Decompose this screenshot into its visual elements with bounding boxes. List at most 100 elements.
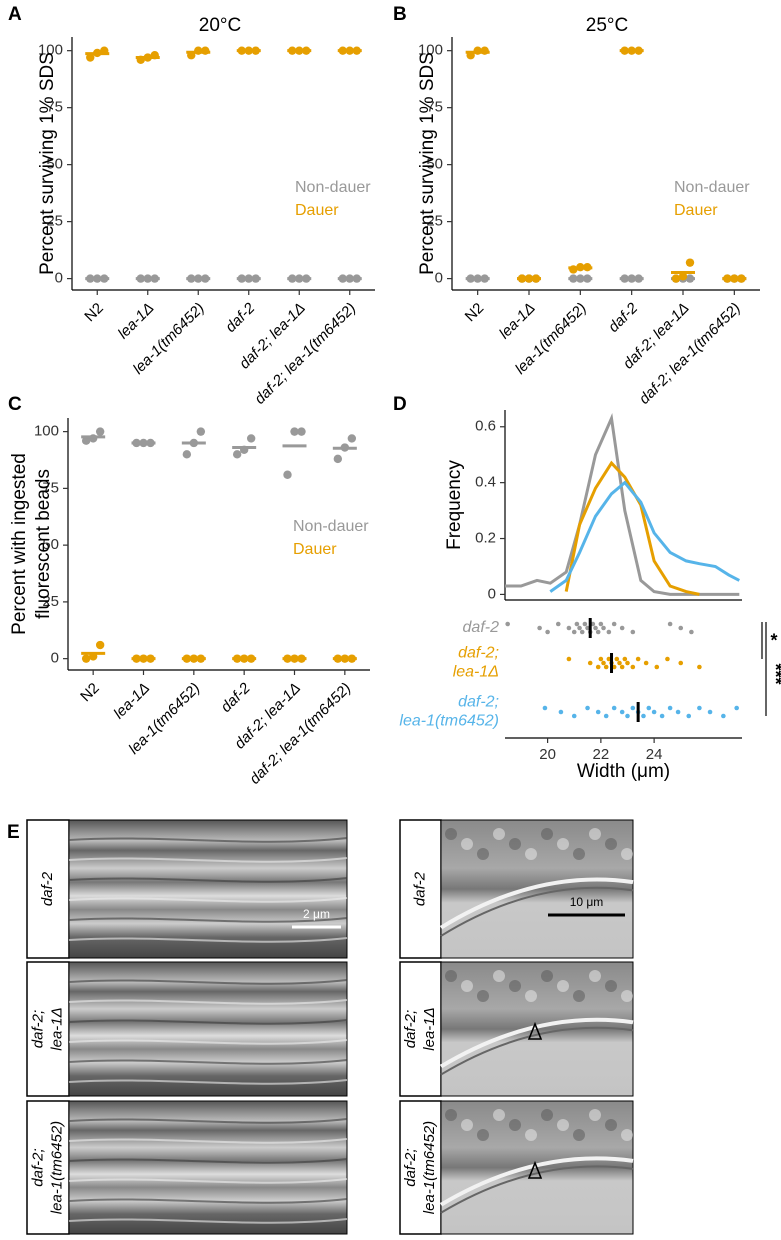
ridge [68, 1019, 348, 1025]
ridge [68, 979, 348, 985]
data-point [619, 709, 625, 715]
data-point [582, 621, 588, 627]
ridge [68, 877, 348, 883]
y-tick-label: 50 [426, 156, 443, 173]
texture [605, 980, 617, 992]
micrograph [68, 819, 348, 959]
data-point [571, 713, 577, 719]
data-point [625, 660, 630, 666]
x-tick-label: lea-1Δ [115, 300, 158, 343]
data-point [643, 660, 649, 666]
x-tick-label: N2 [462, 300, 488, 326]
texture [461, 838, 473, 850]
panel-title: 25°C [586, 15, 628, 36]
texture [541, 828, 553, 840]
data-point [697, 664, 702, 670]
data-point [95, 427, 105, 436]
data-point [622, 656, 628, 662]
label-box [26, 819, 70, 959]
y-axis-title: Percent surviving 1% SDS [417, 52, 438, 275]
row-label: lea-1(tm6452) [421, 1121, 438, 1214]
y-tick-label: 0 [51, 650, 59, 667]
density-curve [549, 480, 740, 593]
legend-label: Dauer [295, 202, 339, 219]
x-tick-label: 22 [593, 746, 610, 763]
texture [573, 1129, 585, 1141]
texture [525, 1129, 537, 1141]
data-point [675, 709, 681, 715]
data-point [619, 664, 625, 670]
density-curve [505, 413, 740, 596]
data-point [665, 656, 670, 662]
x-tick-label: lea-1Δ [110, 680, 153, 723]
x-tick-label: daf-2 [218, 679, 255, 716]
data-point [585, 705, 590, 711]
texture [493, 828, 505, 840]
texture [461, 980, 473, 992]
row-label: daf-2; [29, 1010, 46, 1048]
legend-label: Dauer [674, 202, 718, 219]
data-point [614, 656, 620, 662]
data-point [590, 621, 596, 627]
data-point [630, 705, 636, 711]
x-tick-label: N2 [77, 680, 103, 706]
row-label: daf-2; [29, 1148, 46, 1186]
data-point [678, 660, 684, 666]
ridge [68, 897, 348, 903]
y-tick-label: 25 [426, 213, 443, 230]
label-box [26, 1100, 70, 1235]
y-tick-label: 75 [46, 99, 63, 116]
ridge [68, 999, 348, 1005]
data-point [598, 621, 604, 627]
data-point [246, 434, 256, 443]
data-point [603, 713, 609, 719]
y-tick-label: 75 [42, 479, 59, 496]
texture [541, 970, 553, 982]
arrowhead [527, 1021, 543, 1040]
x-tick-label: 24 [646, 746, 663, 763]
ridge [68, 837, 348, 843]
y-tick-label: 0 [488, 585, 496, 602]
y-tick-label: 25 [46, 213, 63, 230]
data-point [558, 709, 564, 715]
ridge [68, 1118, 348, 1124]
ridge [68, 1138, 348, 1144]
data-point [587, 660, 593, 666]
texture [557, 838, 569, 850]
data-point [283, 470, 292, 479]
data-point [232, 450, 242, 459]
texture [557, 1119, 569, 1131]
x-tick-label: daf-2; lea-1(tm6452) [246, 680, 354, 788]
data-point [537, 625, 542, 631]
x-axis-title: Width (μm) [577, 761, 670, 782]
legend-label: Non-dauer [293, 518, 369, 535]
panel-label: D [393, 394, 407, 415]
y-tick-label: 0 [55, 270, 63, 287]
texture [445, 970, 457, 982]
data-point [697, 705, 702, 711]
data-point [685, 258, 695, 267]
data-point [611, 621, 617, 627]
y-tick-label: 0.6 [475, 418, 496, 435]
y-tick-label: 0 [435, 270, 443, 287]
data-point [297, 427, 306, 436]
group-label: daf-2; [458, 645, 499, 662]
texture [493, 970, 505, 982]
ridge [68, 1059, 348, 1065]
data-point [689, 629, 694, 635]
data-point [595, 709, 601, 715]
ridge [68, 1178, 348, 1184]
label-box [26, 961, 70, 1097]
data-point [347, 434, 357, 443]
data-point [646, 705, 652, 711]
x-tick-label: daf-2; lea-1(tm6452) [251, 300, 359, 408]
y-tick-label: 100 [34, 423, 59, 440]
legend-label: Non-dauer [295, 179, 371, 196]
arrowhead [527, 1160, 543, 1179]
texture [573, 848, 585, 860]
texture [445, 828, 457, 840]
data-point [619, 625, 625, 631]
scale-bar-label: 10 μm [570, 895, 604, 909]
data-point [635, 656, 641, 662]
